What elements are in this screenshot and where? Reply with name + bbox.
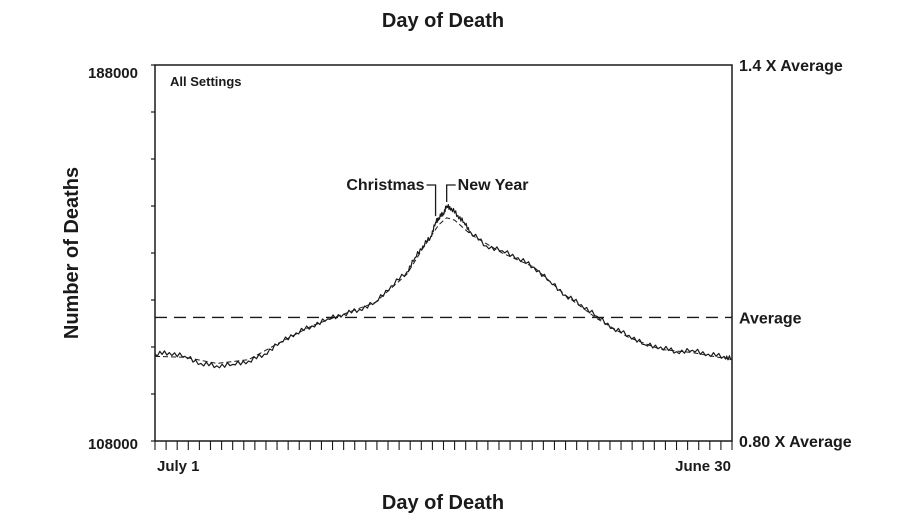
y-tick-label-min: 108000 <box>88 436 138 453</box>
series-line-observed <box>154 204 733 369</box>
x-tick-label-start: July 1 <box>157 458 200 475</box>
annotations: Christmas New Year <box>346 177 529 217</box>
right-axis-label-1: Average <box>739 310 802 327</box>
x-axis-title: Day of Death <box>382 492 504 514</box>
x-axis-ticks <box>154 441 733 450</box>
plot-frame <box>154 64 733 442</box>
right-axis-labels: 1.4 X Average Average 0.80 X Average <box>739 58 852 451</box>
right-axis-label-0: 1.4 X Average <box>739 58 843 75</box>
series-line-smoothed <box>154 217 733 364</box>
y-axis-title: Number of Deaths <box>61 167 83 339</box>
inset-label: All Settings <box>170 74 242 89</box>
christmas-annotation-line <box>426 184 437 217</box>
y-axis-ticks <box>151 64 155 442</box>
x-tick-label-end: June 30 <box>675 458 731 475</box>
right-axis-label-2: 0.80 X Average <box>739 434 852 451</box>
christmas-annotation-label: Christmas <box>346 177 424 194</box>
new-year-annotation-line <box>446 184 456 202</box>
chart-title: Day of Death <box>382 10 504 32</box>
new-year-annotation-label: New Year <box>458 177 529 194</box>
y-tick-label-max: 188000 <box>88 65 138 82</box>
